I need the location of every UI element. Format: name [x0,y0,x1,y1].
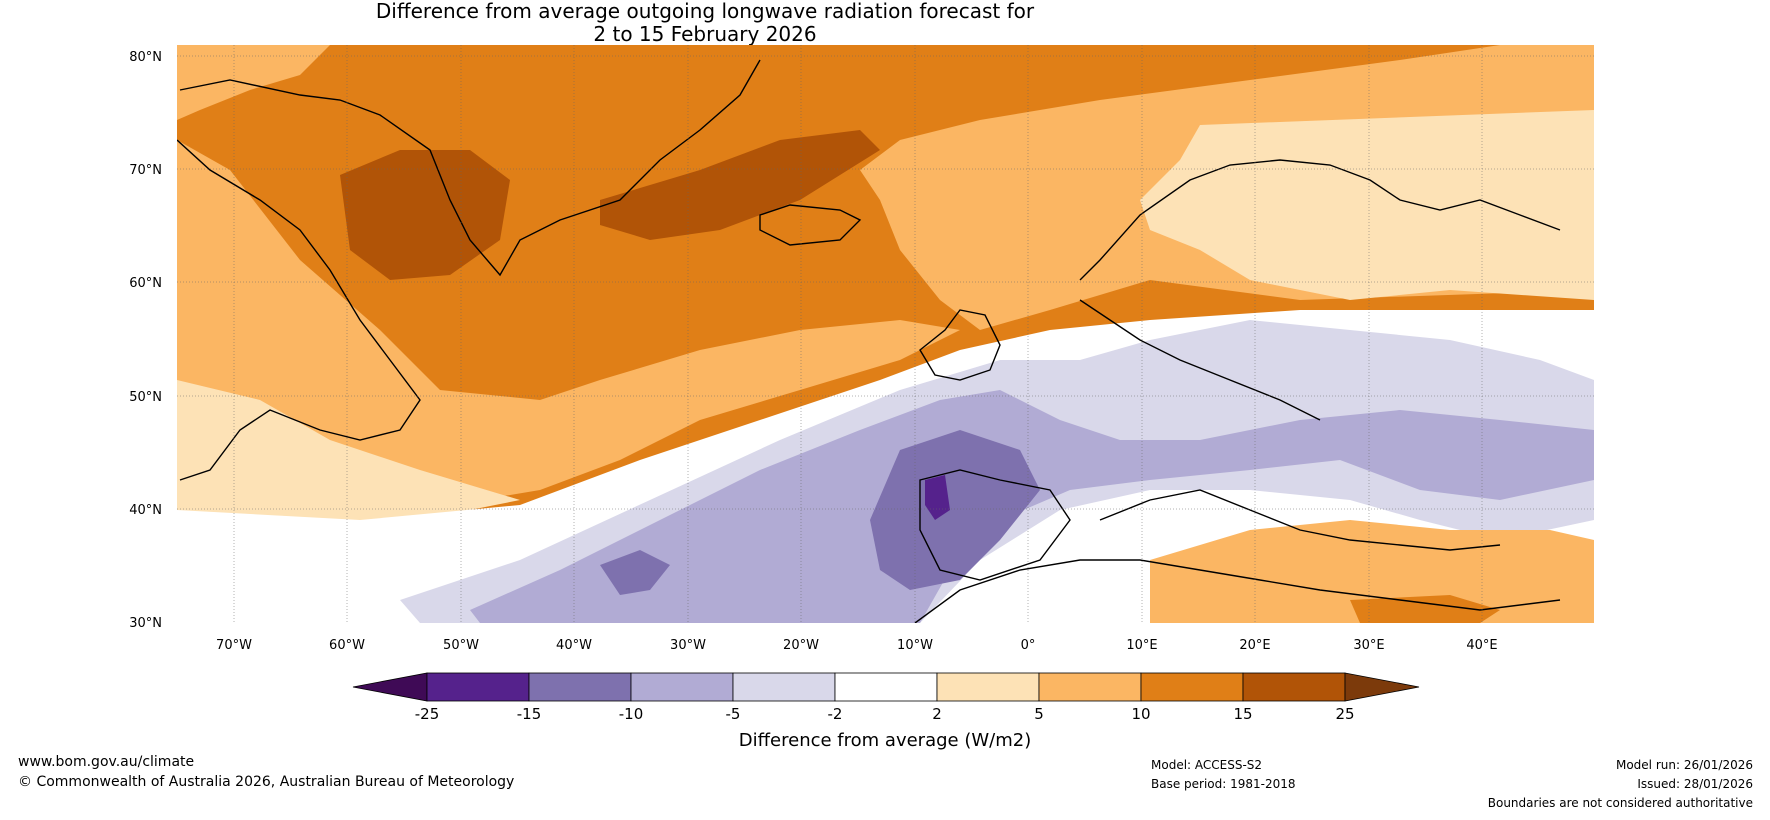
lon-label: 60°W [329,638,365,653]
lon-label: 0° [1021,638,1036,653]
lat-label: 40°N [129,503,162,518]
lat-label: 70°N [129,163,162,178]
colorbar-segment [732,672,836,702]
region-deep-orange-iceland [600,130,880,240]
gridlines [177,45,1594,623]
colorbar-segment [1242,672,1346,702]
lon-label: 30°W [670,638,706,653]
colorbar-ticks: -25 -15 -10 -5 -2 2 5 10 15 25 [415,705,1355,723]
region-deep-orange-greenland [340,150,510,280]
footer-disclaimer: Boundaries are not considered authoritat… [1487,796,1753,810]
colorbar-tick: 15 [1233,705,1252,723]
lon-label: 70°W [216,638,252,653]
lon-label: 50°W [443,638,479,653]
colorbar-segment [528,672,632,702]
lon-label: 30°E [1353,638,1384,653]
region-purple-atlantic [600,550,670,595]
colorbar-segment [1038,672,1142,702]
colorbar-tick: -10 [619,705,644,723]
footer-model-run: Model run: 26/01/2026 [1615,758,1753,772]
region-pale-orange-scandinavia [1140,110,1594,300]
lon-label: 40°E [1466,638,1497,653]
region-light-purple [470,390,1594,623]
title-line-2: 2 to 15 February 2026 [593,22,817,46]
colorbar-tick: 5 [1034,705,1044,723]
colorbar-segment [630,672,734,702]
map-title: Difference from average outgoing longwav… [0,0,1410,46]
colorbar-segment [936,672,1040,702]
region-purple-iberia [870,430,1040,590]
footer-issued: Issued: 28/01/2026 [1637,777,1753,791]
region-orange-egypt [1350,595,1500,623]
lon-label: 20°W [783,638,819,653]
latitude-labels: 80°N 70°N 60°N 50°N 40°N 30°N [129,50,162,631]
footer-website: www.bom.gov.au/climate [18,754,195,770]
lon-label: 10°E [1126,638,1157,653]
colorbar-tick: 2 [932,705,942,723]
colorbar-segment [834,672,938,702]
lon-label: 10°W [897,638,933,653]
footer-copyright: © Commonwealth of Australia 2026, Austra… [18,774,515,790]
colorbar-tick: -25 [415,705,440,723]
colorbar [352,672,1420,702]
region-light-orange-atlantic [177,140,960,500]
colorbar-segment [426,672,530,702]
lon-label: 20°E [1239,638,1270,653]
lat-label: 30°N [129,616,162,631]
coastlines [177,59,1561,623]
colorbar-title: Difference from average (W/m2) [739,730,1031,751]
region-light-orange-africa [1150,520,1594,623]
colorbar-extend-high [1344,672,1420,702]
anomaly-field [177,45,1594,623]
colorbar-segment [1140,672,1244,702]
colorbar-tick: 10 [1131,705,1150,723]
colorbar-tick: -2 [828,705,843,723]
lat-label: 60°N [129,276,162,291]
region-light-orange-nw [177,45,330,120]
colorbar-tick: -5 [726,705,741,723]
footer-model: Model: ACCESS-S2 [1151,758,1263,772]
lon-label: 40°W [556,638,592,653]
lat-label: 50°N [129,390,162,405]
title-line-1: Difference from average outgoing longwav… [375,0,1035,23]
colorbar-tick: -15 [517,705,542,723]
colorbar-tick: 25 [1335,705,1354,723]
colorbar-extend-low [352,672,428,702]
lat-label: 80°N [129,50,162,65]
footer-base-period: Base period: 1981-2018 [1151,777,1296,791]
region-deep-purple-portugal [925,475,950,520]
longitude-labels: 70°W 60°W 50°W 40°W 30°W 20°W 10°W 0° 10… [216,638,1498,653]
